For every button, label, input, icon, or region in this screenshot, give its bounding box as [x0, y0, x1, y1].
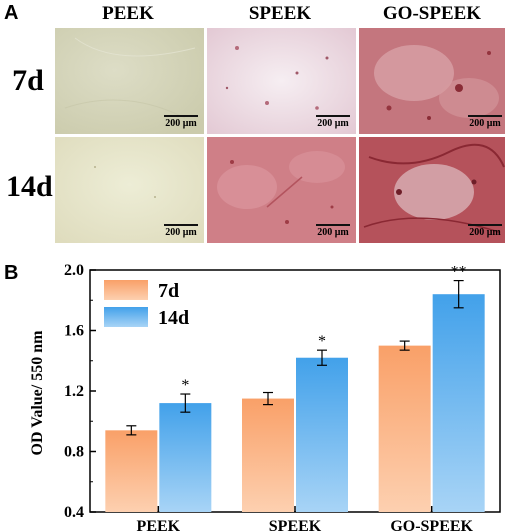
y-tick-label: 0.4	[64, 504, 84, 521]
column-header-go-speek: GO-SPEEK	[382, 3, 482, 24]
micrograph-speek-14d: 200 μm	[207, 137, 356, 243]
legend-swatch-14d	[104, 307, 148, 327]
row-header-14d: 14d	[6, 170, 53, 203]
scale-bar: 200 μm	[164, 224, 198, 238]
y-tick-label: 2.0	[64, 262, 84, 279]
row-header-7d: 7d	[12, 64, 44, 97]
micrograph-peek-14d: 200 μm	[55, 137, 204, 243]
y-tick-label: 1.2	[64, 383, 84, 400]
column-header-peek: PEEK	[102, 3, 154, 24]
panel-a-letter: A	[4, 2, 19, 24]
micrograph-go-speek-14d: 200 μm	[359, 137, 505, 243]
y-tick-label: 0.8	[64, 444, 84, 461]
scale-bar: 200 μm	[164, 115, 198, 129]
significance-marker: *	[318, 333, 326, 350]
x-category-label: GO-SPEEK	[390, 518, 473, 532]
micrograph-go-speek-7d-image	[359, 28, 505, 134]
scale-bar: 200 μm	[316, 115, 350, 129]
y-tick-label: 1.6	[64, 323, 84, 340]
panel-b-letter: B	[4, 262, 19, 284]
y-axis-label: OD Value/ 550 nm	[29, 330, 46, 456]
significance-marker: *	[181, 377, 189, 394]
significance-marker: **	[451, 264, 467, 281]
micrograph-speek-7d: 200 μm	[207, 28, 356, 134]
legend-label-14d: 14d	[158, 307, 189, 329]
scale-bar: 200 μm	[316, 224, 350, 238]
bar-7d-go-speek	[378, 345, 431, 512]
bar-7d-peek	[105, 430, 158, 512]
micrograph-peek-7d: 200 μm	[55, 28, 204, 134]
column-header-speek: SPEEK	[248, 3, 312, 24]
scale-bar: 200 μm	[468, 224, 502, 238]
bar-7d-speek	[242, 398, 294, 512]
legend-label-7d: 7d	[158, 280, 179, 302]
bar-14d-speek	[296, 357, 348, 512]
x-category-label: PEEK	[137, 518, 181, 532]
od-bar-chart: OD Value/ 550 nm 0.4 0.8 1.2 1.6 2.0 PEEK * SPE…	[29, 262, 501, 532]
legend-swatch-7d	[104, 280, 148, 300]
scale-bar: 200 μm	[468, 115, 502, 129]
bar-14d-go-speek	[432, 294, 485, 512]
micrograph-go-speek-7d: 200 μm	[359, 28, 505, 134]
x-category-label: SPEEK	[269, 518, 322, 532]
bar-14d-peek	[159, 403, 212, 512]
